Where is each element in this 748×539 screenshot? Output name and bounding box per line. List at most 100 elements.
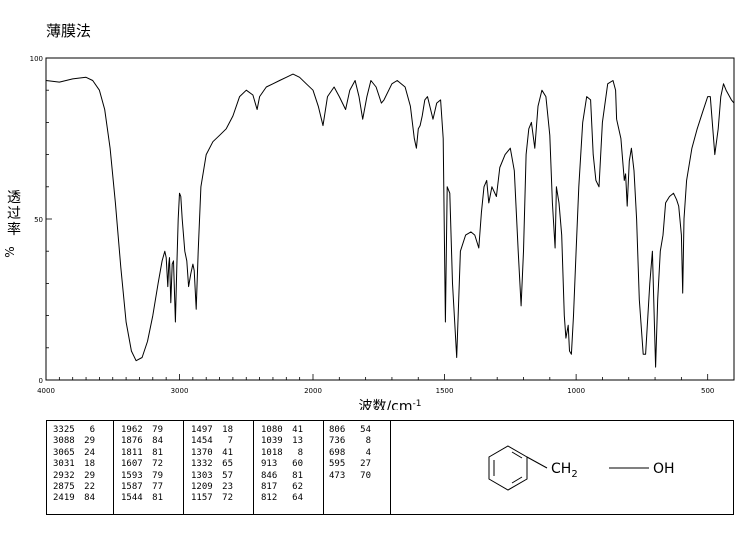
peak-transmittance: 7 <box>227 436 233 447</box>
peak-transmittance: 23 <box>222 481 233 492</box>
peak-transmittance: 57 <box>222 470 233 481</box>
peak-wavenumber: 2875 <box>53 481 75 492</box>
peak-row: 3031 18 <box>53 459 95 470</box>
peak-row: 1876 84 <box>121 436 163 447</box>
x-tick-label: 1000 <box>567 387 585 395</box>
peak-transmittance: 79 <box>152 425 163 435</box>
ring-to-ch2-bond <box>526 456 548 469</box>
peak-transmittance: 54 <box>360 425 371 435</box>
peak-wavenumber: 3031 <box>53 459 75 470</box>
peak-transmittance: 70 <box>360 470 371 481</box>
y-axis-label-char: 率 <box>7 221 21 238</box>
x-tick-label: 2000 <box>304 387 322 395</box>
peak-wavenumber: 1876 <box>121 436 143 447</box>
peak-row: 2875 22 <box>53 482 95 493</box>
table-divider <box>113 421 114 514</box>
peak-transmittance: 29 <box>84 436 95 447</box>
peak-row: 3088 29 <box>53 436 95 447</box>
x-tick-label: 500 <box>701 387 714 395</box>
peak-wavenumber: 698 <box>329 447 346 458</box>
peak-row: 698 4 <box>329 448 371 459</box>
peak-wavenumber: 1962 <box>121 425 143 435</box>
peak-wavenumber: 1497 <box>191 425 213 435</box>
peak-wavenumber: 806 <box>329 425 346 435</box>
peak-wavenumber: 2419 <box>53 493 75 504</box>
peak-transmittance: 77 <box>152 481 163 492</box>
peak-wavenumber: 913 <box>261 459 278 470</box>
peak-row: 2932 29 <box>53 471 95 482</box>
table-divider <box>390 421 391 514</box>
table-divider <box>253 421 254 514</box>
peak-wavenumber: 1593 <box>121 470 143 481</box>
peak-row: 817 62 <box>261 482 303 493</box>
ir-spectrum-chart: 4000 3000 2000 1500 1000 500 0 50 100 波数/cm-1 透过率… <box>3 55 735 410</box>
peak-row: 812 64 <box>261 493 303 504</box>
y-tick-label: 0 <box>39 377 43 385</box>
page-title: 薄膜法 <box>46 22 92 40</box>
peak-row: 846 81 <box>261 471 303 482</box>
peak-row: 1303 57 <box>191 471 233 482</box>
peak-row: 1497 18 <box>191 425 233 436</box>
peak-wavenumber: 3325 <box>53 425 75 435</box>
peak-transmittance: 6 <box>89 425 95 435</box>
x-tick-label: 4000 <box>37 387 55 395</box>
peak-row: 1593 79 <box>121 471 163 482</box>
table-divider <box>183 421 184 514</box>
peak-transmittance: 41 <box>292 425 303 435</box>
peak-row: 1962 79 <box>121 425 163 436</box>
peak-row: 1544 81 <box>121 493 163 504</box>
peak-wavenumber: 1157 <box>191 493 213 504</box>
peak-wavenumber: 595 <box>329 459 346 470</box>
ring-double-bond <box>511 451 523 459</box>
peak-transmittance: 65 <box>222 459 233 470</box>
peak-transmittance: 8 <box>297 447 303 458</box>
oh-label: OH <box>653 461 675 477</box>
peak-column: 806 54 736 8 698 4 595 27 473 70 <box>329 425 371 482</box>
y-tick-label: 100 <box>30 55 43 63</box>
peak-wavenumber: 1332 <box>191 459 213 470</box>
peak-transmittance: 29 <box>84 470 95 481</box>
peak-row: 1209 23 <box>191 482 233 493</box>
peak-wavenumber: 1454 <box>191 436 213 447</box>
peak-transmittance: 72 <box>152 459 163 470</box>
y-axis-label-char: 过 <box>7 206 21 222</box>
peak-transmittance: 22 <box>84 481 95 492</box>
peak-wavenumber: 1018 <box>261 447 283 458</box>
peak-transmittance: 27 <box>360 459 371 470</box>
peak-wavenumber: 1587 <box>121 481 143 492</box>
peak-wavenumber: 736 <box>329 436 346 447</box>
peak-transmittance: 72 <box>222 493 233 504</box>
peak-wavenumber: 1039 <box>261 436 283 447</box>
peak-transmittance: 18 <box>222 425 233 435</box>
peak-transmittance: 79 <box>152 470 163 481</box>
peak-wavenumber: 1544 <box>121 493 143 504</box>
peak-transmittance: 41 <box>222 447 233 458</box>
peak-column: 1497 18 1454 7 1370 41 1332 65 1303 57 1209 23 1157 7… <box>191 425 233 505</box>
y-tick-label: 50 <box>34 216 43 224</box>
peak-transmittance: 60 <box>292 459 303 470</box>
y-axis-label-unit: % <box>3 246 17 257</box>
peak-wavenumber: 473 <box>329 470 346 481</box>
peak-transmittance: 84 <box>152 436 163 447</box>
peak-row: 1157 72 <box>191 493 233 504</box>
peak-row: 595 27 <box>329 459 371 470</box>
peak-wavenumber: 1080 <box>261 425 283 435</box>
ring-double-bond <box>511 476 523 484</box>
peak-row: 1607 72 <box>121 459 163 470</box>
peak-row: 2419 84 <box>53 493 95 504</box>
peak-wavenumber: 1370 <box>191 447 213 458</box>
peak-row: 1039 13 <box>261 436 303 447</box>
peak-row: 736 8 <box>329 436 371 447</box>
peak-transmittance: 13 <box>292 436 303 447</box>
peak-transmittance: 62 <box>292 481 303 492</box>
peak-wavenumber: 1811 <box>121 447 143 458</box>
peak-row: 1587 77 <box>121 482 163 493</box>
y-axis-label-char: 透 <box>7 190 21 206</box>
peak-transmittance: 84 <box>84 493 95 504</box>
peak-row: 3065 24 <box>53 448 95 459</box>
peak-transmittance: 81 <box>292 470 303 481</box>
peak-wavenumber: 812 <box>261 493 278 504</box>
peak-transmittance: 64 <box>292 493 303 504</box>
peak-transmittance: 18 <box>84 459 95 470</box>
peak-column: 1080 41 1039 13 1018 8 913 60 846 81 817 62 812 64 <box>261 425 303 505</box>
